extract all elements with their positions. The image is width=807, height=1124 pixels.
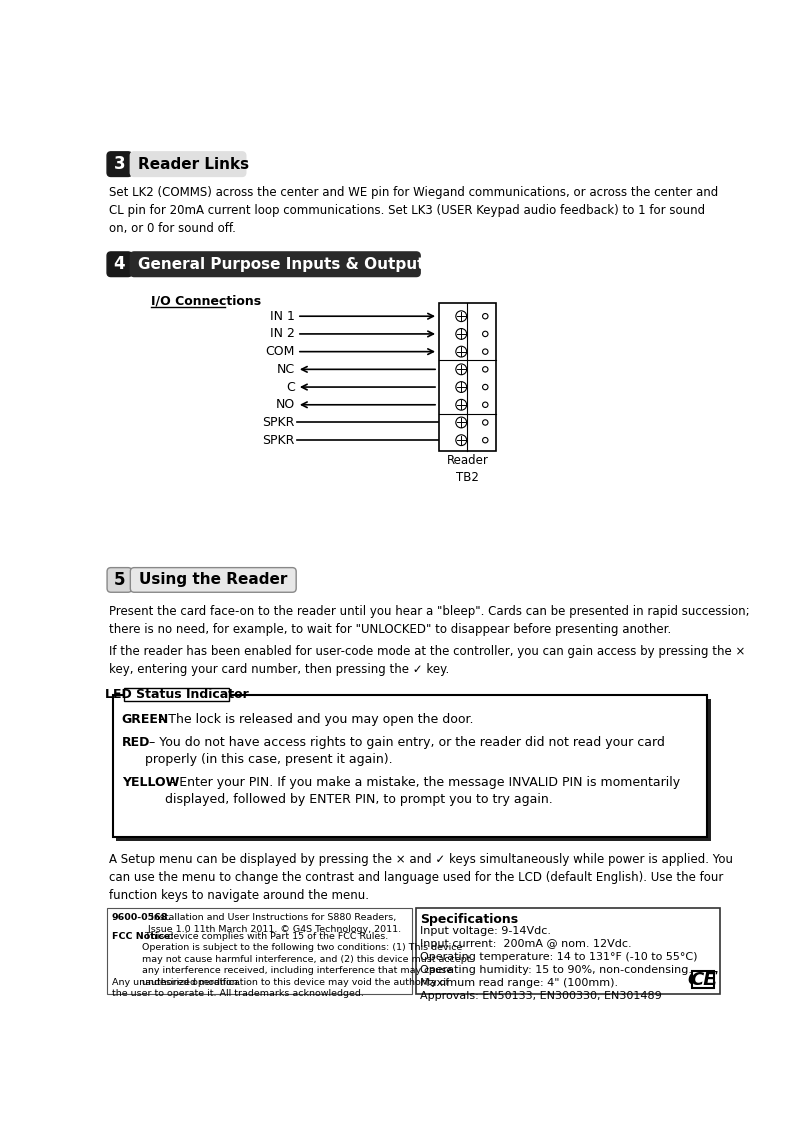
Text: CE: CE xyxy=(688,971,718,989)
Text: Present the card face-on to the reader until you hear a "bleep". Cards can be pr: Present the card face-on to the reader u… xyxy=(109,605,749,635)
Circle shape xyxy=(483,419,488,425)
Circle shape xyxy=(456,399,466,410)
FancyBboxPatch shape xyxy=(130,152,246,176)
Text: – You do not have access rights to gain entry, or the reader did not read your c: – You do not have access rights to gain … xyxy=(145,736,665,767)
Text: I/O Connections: I/O Connections xyxy=(151,294,261,308)
Text: Reader
TB2: Reader TB2 xyxy=(446,454,488,484)
FancyBboxPatch shape xyxy=(130,252,420,277)
Text: GREEN: GREEN xyxy=(122,713,169,726)
Circle shape xyxy=(456,382,466,392)
Circle shape xyxy=(456,328,466,339)
Text: – Enter your PIN. If you make a mistake, the message INVALID PIN is momentarily
: – Enter your PIN. If you make a mistake,… xyxy=(165,777,680,806)
Text: NO: NO xyxy=(275,398,295,411)
Text: This device complies with Part 15 of the FCC Rules.
Operation is subject to the : This device complies with Part 15 of the… xyxy=(142,932,470,987)
Text: General Purpose Inputs & Outputs (Optional): General Purpose Inputs & Outputs (Option… xyxy=(138,256,525,272)
Text: CE: CE xyxy=(690,970,716,989)
Text: IN 2: IN 2 xyxy=(270,327,295,341)
Text: SPKR: SPKR xyxy=(262,416,295,429)
Text: Installation and User Instructions for S880 Readers,
Issue 1.0 11th March 2011. : Installation and User Instructions for S… xyxy=(148,914,401,934)
Text: Reader Links: Reader Links xyxy=(138,156,249,172)
Text: 5: 5 xyxy=(114,571,125,589)
FancyBboxPatch shape xyxy=(130,568,296,592)
Circle shape xyxy=(456,417,466,428)
Text: NC: NC xyxy=(277,363,295,375)
Text: Set LK2 (COMMS) across the center and WE pin for Wiegand communications, or acro: Set LK2 (COMMS) across the center and WE… xyxy=(109,187,718,235)
Text: COM: COM xyxy=(266,345,295,359)
FancyBboxPatch shape xyxy=(107,252,132,277)
Bar xyxy=(107,908,412,995)
Text: RED: RED xyxy=(122,736,150,750)
Text: FCC Notice:: FCC Notice: xyxy=(111,932,174,941)
Text: 3: 3 xyxy=(114,155,125,173)
FancyBboxPatch shape xyxy=(107,568,132,592)
Bar xyxy=(692,971,714,988)
Text: Any unauthorized modification to this device may void the authority of
the user : Any unauthorized modification to this de… xyxy=(111,978,449,998)
Text: A Setup menu can be displayed by pressing the × and ✓ keys simultaneously while : A Setup menu can be displayed by pressin… xyxy=(109,852,733,901)
Text: SPKR: SPKR xyxy=(262,434,295,446)
Circle shape xyxy=(483,402,488,408)
Text: C: C xyxy=(286,381,295,393)
Circle shape xyxy=(483,314,488,319)
Text: IN 1: IN 1 xyxy=(270,310,295,323)
Text: If the reader has been enabled for user-code mode at the controller, you can gai: If the reader has been enabled for user-… xyxy=(109,645,745,676)
FancyBboxPatch shape xyxy=(107,152,132,176)
Circle shape xyxy=(456,364,466,374)
Text: Using the Reader: Using the Reader xyxy=(139,572,287,588)
Circle shape xyxy=(456,435,466,445)
Text: LED Status Indicator: LED Status Indicator xyxy=(105,688,249,701)
Text: Specifications: Specifications xyxy=(420,914,518,926)
Circle shape xyxy=(483,384,488,390)
Circle shape xyxy=(456,346,466,357)
Circle shape xyxy=(483,366,488,372)
Bar xyxy=(439,302,496,451)
Bar xyxy=(112,695,707,837)
Bar xyxy=(416,908,720,995)
Circle shape xyxy=(456,311,466,321)
Text: Input voltage: 9-14Vdc.
Input current:  200mA @ nom. 12Vdc.
Operating temperatur: Input voltage: 9-14Vdc. Input current: 2… xyxy=(420,926,698,1000)
Circle shape xyxy=(483,437,488,443)
Circle shape xyxy=(483,348,488,354)
Text: – The lock is released and you may open the door.: – The lock is released and you may open … xyxy=(154,713,474,726)
Circle shape xyxy=(483,332,488,336)
Text: 9600-0568.: 9600-0568. xyxy=(111,914,172,923)
Text: YELLOW: YELLOW xyxy=(122,777,179,789)
Text: 4: 4 xyxy=(114,255,125,273)
Bar xyxy=(124,688,228,701)
Bar xyxy=(116,698,711,841)
